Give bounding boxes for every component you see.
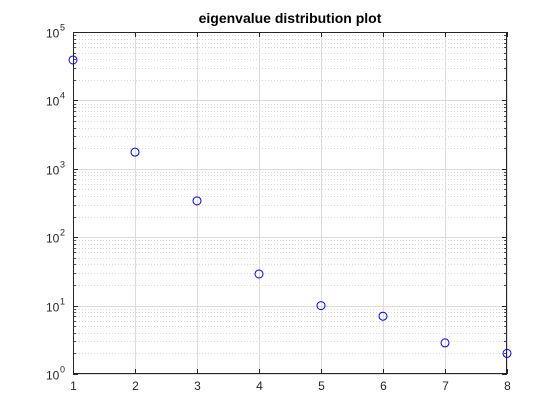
- y-tick-label-base: 10: [46, 95, 60, 109]
- chart-title: eigenvalue distribution plot: [199, 10, 382, 26]
- y-tick-label-base: 10: [46, 232, 60, 246]
- y-tick-label-base: 10: [46, 301, 60, 315]
- x-tick-labels: 1 2 3 4 5 6 7 8: [70, 379, 511, 393]
- y-tick-label-exponent: 0: [60, 365, 65, 375]
- data-point: [316, 301, 326, 311]
- data-point: [192, 196, 202, 206]
- data-points: [68, 55, 512, 358]
- x-tick-label: 1: [70, 379, 77, 393]
- y-tick-label-exponent: 2: [60, 228, 65, 238]
- x-tick-label: 8: [504, 379, 511, 393]
- y-tick-label: 10 3: [46, 160, 65, 178]
- y-tick-label: 10 5: [46, 23, 65, 41]
- y-tick-label: 10 0: [46, 365, 65, 383]
- y-tick-label-exponent: 3: [60, 160, 65, 170]
- y-tick-label-exponent: 4: [60, 91, 65, 101]
- data-point: [502, 348, 512, 358]
- minor-grid: [73, 35, 507, 354]
- data-point: [440, 338, 450, 348]
- y-tick-label-base: 10: [46, 27, 60, 41]
- data-point: [254, 269, 264, 279]
- x-tick-label: 7: [442, 379, 449, 393]
- axes-box: [73, 32, 507, 374]
- y-tick-label: 10 2: [46, 228, 65, 246]
- x-tick-label: 2: [132, 379, 139, 393]
- data-point: [130, 147, 140, 157]
- x-tick-label: 4: [256, 379, 263, 393]
- y-tick-label: 10 1: [46, 297, 65, 315]
- x-tick-label: 3: [194, 379, 201, 393]
- y-tick-label: 10 4: [46, 91, 65, 109]
- y-tick-label-exponent: 5: [60, 23, 65, 33]
- data-point: [68, 55, 78, 65]
- axes-background: [73, 32, 507, 374]
- y-tick-label-base: 10: [46, 369, 60, 383]
- x-tick-label: 6: [380, 379, 387, 393]
- y-tick-label-exponent: 1: [60, 297, 65, 307]
- x-tick-label: 5: [318, 379, 325, 393]
- y-tick-label-base: 10: [46, 164, 60, 178]
- data-point: [378, 311, 388, 321]
